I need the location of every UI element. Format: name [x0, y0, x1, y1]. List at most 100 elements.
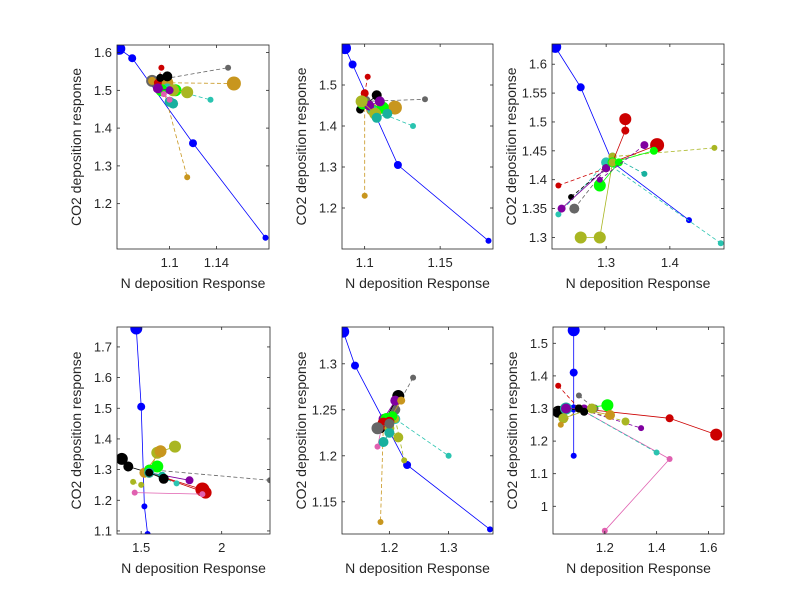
series-9-point-2: [374, 96, 385, 107]
x-tick-label: 1.15: [427, 255, 452, 270]
series-13-point-2: [384, 427, 395, 438]
series-13-point-1: [378, 437, 389, 447]
y-tick-label: 1.5: [530, 336, 548, 351]
series-7-point-2: [181, 86, 194, 99]
series-line-15: [560, 408, 580, 426]
y-tick-label: 1.4: [529, 172, 547, 187]
y-tick-label: 1.3: [319, 356, 337, 371]
axes-frame: [341, 43, 494, 250]
y-tick-label: 1.55: [522, 86, 547, 101]
series-1-point-4: [485, 237, 492, 244]
series-9-point-2: [397, 396, 406, 405]
subplot-3: 1.3 1.4 1.3 1.35 1.4 1.45 1.5 1.55 1.6 N depositi…: [503, 43, 725, 291]
series-1-point-2: [576, 83, 585, 92]
series-1-point-4: [686, 217, 692, 224]
plot-area: [117, 327, 270, 534]
x-tick-label: 1.1: [356, 255, 374, 270]
series-6-point-1: [360, 89, 369, 98]
series-line-1: [119, 48, 266, 238]
series-10-point-2: [601, 399, 614, 412]
series-4-point-2: [184, 174, 191, 181]
series-3-point-2: [377, 519, 384, 525]
y-tick-label: 1.3: [530, 401, 548, 416]
x-tick-label: 1.5: [132, 540, 150, 555]
y-tick-label: 1.2: [319, 201, 337, 216]
series-1-point-1: [342, 327, 350, 338]
series-5-point-2: [207, 96, 214, 103]
x-axis-label: N deposition Response: [345, 275, 490, 291]
series-1-point-4: [570, 452, 577, 459]
series-8-point-2: [173, 480, 180, 487]
series-3-point-2: [361, 192, 368, 199]
subplot-2: 1.1 1.15 1.2 1.3 1.4 1.5 N deposition Response…: [293, 43, 494, 291]
subplot-6: 1.2 1.4 1.6 1 1.1 1.2 1.3 1.4 1.5 N deposition Re…: [504, 326, 725, 576]
y-tick-label: 1.25: [312, 402, 337, 417]
series-6-point-1: [555, 182, 562, 189]
series-14-point-2: [384, 418, 395, 429]
series-2-point-3: [710, 428, 723, 441]
series-1-point-4: [487, 526, 493, 533]
x-axis-label: N deposition Response: [566, 275, 711, 291]
x-tick-label: 1.1: [161, 255, 179, 270]
series-7-point-2: [199, 491, 206, 498]
series-12-point-2: [166, 96, 173, 103]
series-14-point-2: [586, 403, 597, 414]
series-7-point-1: [131, 489, 138, 496]
series-14-point-2: [614, 158, 623, 167]
series-6-point-2: [185, 476, 194, 485]
series-11-point-2: [602, 164, 611, 173]
axes-frame: [116, 326, 271, 535]
series-10-point-2: [154, 445, 167, 458]
x-tick-label: 2: [218, 540, 225, 555]
series-12-point-1: [160, 91, 167, 98]
series-3-point-1: [117, 452, 128, 465]
series-4-point-2: [641, 170, 648, 177]
series-8-point-2: [390, 395, 401, 406]
plot-marks: [552, 44, 724, 247]
x-tick-label: 1.4: [648, 540, 666, 555]
x-tick-label: 1.4: [661, 255, 679, 270]
series-line-2: [605, 162, 722, 244]
series-9-point-1: [156, 73, 165, 82]
plot-marks: [342, 44, 492, 244]
y-tick-label: 1.2: [94, 493, 112, 508]
subplot-1: 1.1 1.14 1.2 1.3 1.4 1.5 1.6 N deposition Respo…: [68, 44, 270, 291]
series-1-point-1: [342, 44, 351, 55]
series-5-point-2: [638, 425, 645, 432]
series-7-point-2: [621, 126, 630, 135]
series-6-point-2: [374, 443, 381, 450]
series-6-point-2: [364, 73, 371, 80]
plot-marks: [553, 327, 723, 534]
subplot-5: 1.2 1.3 1.15 1.2 1.25 1.3 N deposition Respons…: [293, 326, 494, 576]
y-tick-label: 1.1: [94, 523, 112, 538]
series-14-point-1: [593, 179, 606, 192]
series-10-point-1: [152, 83, 163, 94]
series-line-11: [561, 167, 607, 209]
series-11-point-2: [382, 108, 393, 119]
plot-marks: [117, 327, 270, 534]
series-3-point-3: [601, 527, 608, 534]
series-8-point-2: [158, 64, 165, 71]
series-5-point-2: [401, 457, 408, 464]
x-tick-label: 1.3: [597, 255, 615, 270]
y-axis-label: CO2 deposition response: [504, 351, 520, 509]
y-tick-label: 1.3: [94, 158, 112, 173]
series-1-point-3: [141, 503, 148, 510]
series-line-15: [599, 144, 645, 181]
y-tick-label: 1: [541, 499, 548, 514]
y-tick-label: 1.35: [522, 201, 547, 216]
series-10-point-1: [569, 203, 580, 214]
axes-frame: [551, 43, 725, 250]
series-3-point-2: [123, 461, 134, 472]
series-line-2: [364, 98, 426, 102]
plot-area: [552, 44, 724, 249]
series-5-point-2: [410, 123, 416, 129]
series-line-10: [573, 167, 607, 209]
series-2-point-2: [665, 414, 674, 423]
series-11-point-2: [151, 460, 164, 473]
series-1-point-2: [348, 60, 357, 69]
series-1-point-2: [569, 368, 578, 377]
series-line-4: [578, 408, 657, 453]
series-1-point-2: [128, 54, 137, 63]
axes-frame: [116, 44, 270, 250]
